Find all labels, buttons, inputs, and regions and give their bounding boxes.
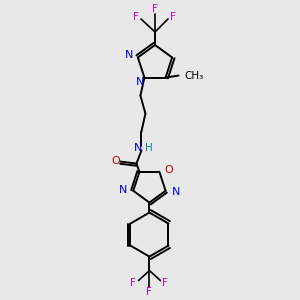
Text: F: F [163, 278, 168, 288]
Text: F: F [130, 278, 136, 288]
Text: H: H [145, 142, 152, 153]
Text: N: N [119, 185, 127, 195]
Text: N: N [172, 187, 180, 197]
Text: F: F [133, 12, 139, 22]
Text: F: F [170, 12, 176, 22]
Text: N: N [134, 142, 142, 153]
Text: O: O [164, 165, 173, 175]
Text: N: N [124, 50, 133, 60]
Text: F: F [146, 286, 152, 297]
Text: O: O [111, 156, 120, 166]
Text: CH₃: CH₃ [184, 70, 204, 81]
Text: F: F [152, 4, 158, 14]
Text: N: N [136, 76, 145, 87]
